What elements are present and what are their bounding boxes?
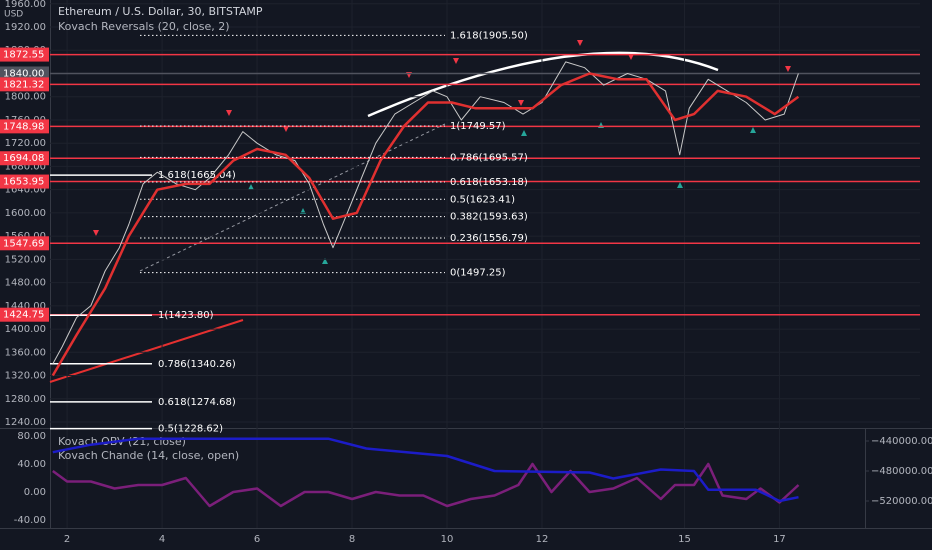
price-label-box xyxy=(0,174,49,189)
y-tick-label: 40.00 xyxy=(17,459,46,470)
price-label-box xyxy=(0,151,49,166)
y-tick-label: 1480.00 xyxy=(5,278,46,289)
x-tick-label: 10 xyxy=(441,534,454,545)
series-line xyxy=(51,72,800,377)
y-tick-label: -40.00 xyxy=(14,515,46,526)
fib-label: 0.5(1623.41) xyxy=(450,194,515,205)
fib-label: 0.236(1556.79) xyxy=(450,233,528,244)
price-label: 1424.75 xyxy=(3,310,44,321)
y-tick-label: 1320.00 xyxy=(5,371,46,382)
indicator-label: Kovach Reversals (20, close, 2) xyxy=(58,20,230,33)
price-label-box xyxy=(0,236,49,251)
price-label: 1547.69 xyxy=(3,238,44,249)
y-tick-label: 1640.00 xyxy=(5,185,46,196)
price-label-box xyxy=(0,119,49,134)
drawings xyxy=(49,0,920,528)
fib-trend-line xyxy=(139,123,446,272)
y-tick-label: 1600.00 xyxy=(5,208,46,219)
fib-label: 1(1423.80) xyxy=(158,310,214,321)
arc-drawing xyxy=(367,51,719,118)
y-tick-label: 1520.00 xyxy=(5,254,46,265)
series-line xyxy=(52,462,800,508)
x-tick-label: 12 xyxy=(536,534,549,545)
fib-label: 0.5(1228.62) xyxy=(158,424,223,435)
x-tick-label: 15 xyxy=(678,534,691,545)
x-tick-label: 8 xyxy=(349,534,355,545)
series-line xyxy=(52,61,799,365)
y-tick-label: 1920.00 xyxy=(5,22,46,33)
y2-tick-label: −480000.00 xyxy=(871,466,932,477)
price-label: 1653.95 xyxy=(3,177,44,188)
x-tick-label: 4 xyxy=(159,534,165,545)
price-label: 1748.98 xyxy=(3,121,44,132)
y-unit: USD xyxy=(4,10,23,20)
price-label: 1872.55 xyxy=(3,50,44,61)
y-tick-label: 1240.00 xyxy=(5,417,46,428)
fib-label: 0(1497.25) xyxy=(450,268,506,279)
fib-label: 1(1749.57) xyxy=(450,121,506,132)
y-tick-label: 80.00 xyxy=(17,431,46,442)
y-tick-label: 1360.00 xyxy=(5,347,46,358)
price-label-box xyxy=(0,307,49,322)
trend-line xyxy=(49,319,244,383)
fib-label: 0.382(1593.63) xyxy=(450,212,528,223)
price-label: 1694.08 xyxy=(3,153,44,164)
y-tick-label: 1400.00 xyxy=(5,324,46,335)
x-tick-label: 6 xyxy=(254,534,260,545)
y-tick-label: 1960.00 xyxy=(5,0,46,10)
y-tick-label: 1680.00 xyxy=(5,161,46,172)
price-label-box xyxy=(0,77,49,92)
fib-label: 1.618(1665.04) xyxy=(158,170,236,181)
y2-tick-label: −440000.00 xyxy=(871,436,932,447)
price-label: 1821.32 xyxy=(3,79,44,90)
price-label: 1840.00 xyxy=(3,68,44,79)
legend-label: Kovach Chande (14, close, open) xyxy=(58,449,239,462)
y-tick-label: 1440.00 xyxy=(5,301,46,312)
price-label-box xyxy=(0,66,49,81)
fib-label: 0.618(1274.68) xyxy=(158,397,236,408)
y2-tick-label: −520000.00 xyxy=(871,496,932,507)
fib-label: 0.786(1340.26) xyxy=(158,359,236,370)
y-tick-label: 1800.00 xyxy=(5,92,46,103)
fib-label: 0.786(1695.57) xyxy=(450,152,528,163)
fib-label: 0.618(1653.18) xyxy=(450,177,528,188)
x-tick-label: 2 xyxy=(64,534,70,545)
x-tick-label: 17 xyxy=(773,534,786,545)
y-tick-label: 1280.00 xyxy=(5,394,46,405)
y-tick-label: 0.00 xyxy=(24,487,46,498)
price-label-box xyxy=(0,47,49,62)
series-line xyxy=(52,437,799,503)
chart-title: Ethereum / U.S. Dollar, 30, BITSTAMP xyxy=(58,5,263,18)
fib-label: 1.618(1905.50) xyxy=(450,30,528,41)
y-tick-label: 1720.00 xyxy=(5,138,46,149)
